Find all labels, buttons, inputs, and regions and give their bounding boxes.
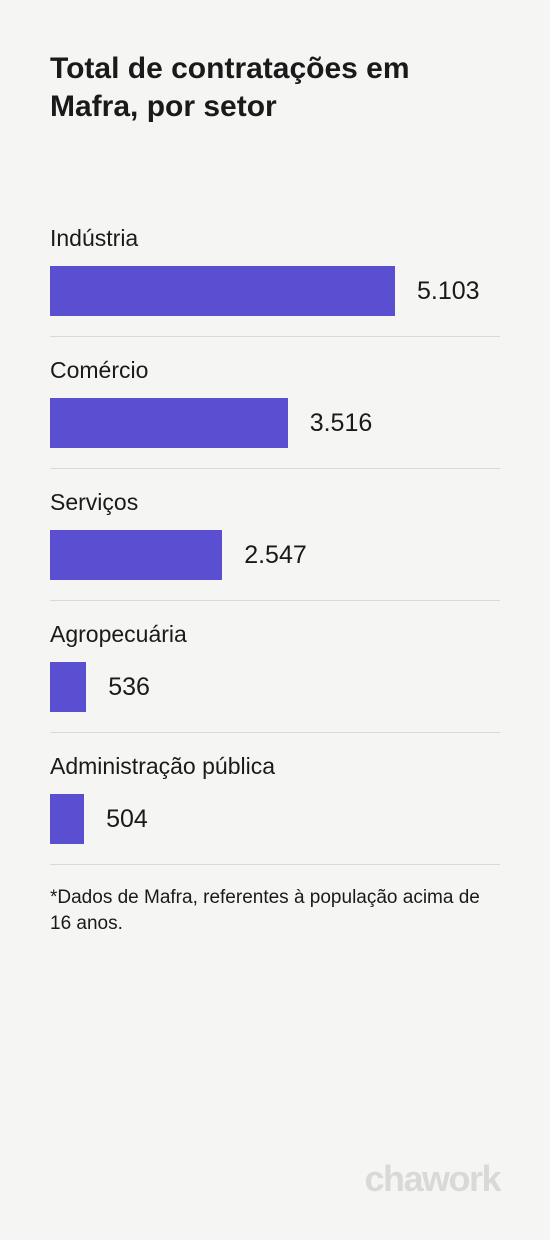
bar [50, 530, 222, 580]
chart-row: Indústria 5.103 [50, 225, 500, 337]
bar-value: 2.547 [244, 541, 307, 570]
category-label: Administração pública [50, 753, 500, 780]
bar [50, 266, 395, 316]
chart-title: Total de contratações em Mafra, por seto… [50, 50, 500, 125]
bar-value: 3.516 [310, 409, 373, 438]
bar-line: 2.547 [50, 530, 500, 580]
chart-row: Comércio 3.516 [50, 357, 500, 469]
category-label: Serviços [50, 489, 500, 516]
bar [50, 662, 86, 712]
bar [50, 794, 84, 844]
chart-footnote: *Dados de Mafra, referentes à população … [50, 885, 500, 936]
chart-row: Administração pública 504 [50, 753, 500, 865]
bar-value: 504 [106, 805, 148, 834]
bar-line: 504 [50, 794, 500, 844]
chart-row: Agropecuária 536 [50, 621, 500, 733]
bar-chart: Indústria 5.103 Comércio 3.516 Serviços … [50, 225, 500, 1128]
bar-value: 536 [108, 673, 150, 702]
bar-line: 536 [50, 662, 500, 712]
category-label: Comércio [50, 357, 500, 384]
bar-value: 5.103 [417, 277, 480, 306]
bar-line: 5.103 [50, 266, 500, 316]
category-label: Indústria [50, 225, 500, 252]
bar-line: 3.516 [50, 398, 500, 448]
bar [50, 398, 288, 448]
brand-logo: chawork [50, 1128, 500, 1200]
category-label: Agropecuária [50, 621, 500, 648]
chart-row: Serviços 2.547 [50, 489, 500, 601]
